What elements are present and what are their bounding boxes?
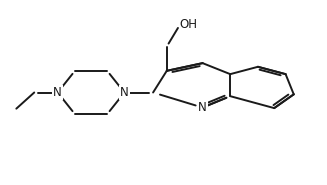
Text: N: N: [198, 101, 207, 114]
Text: N: N: [53, 86, 62, 99]
Text: OH: OH: [180, 18, 198, 31]
Text: N: N: [120, 86, 129, 99]
